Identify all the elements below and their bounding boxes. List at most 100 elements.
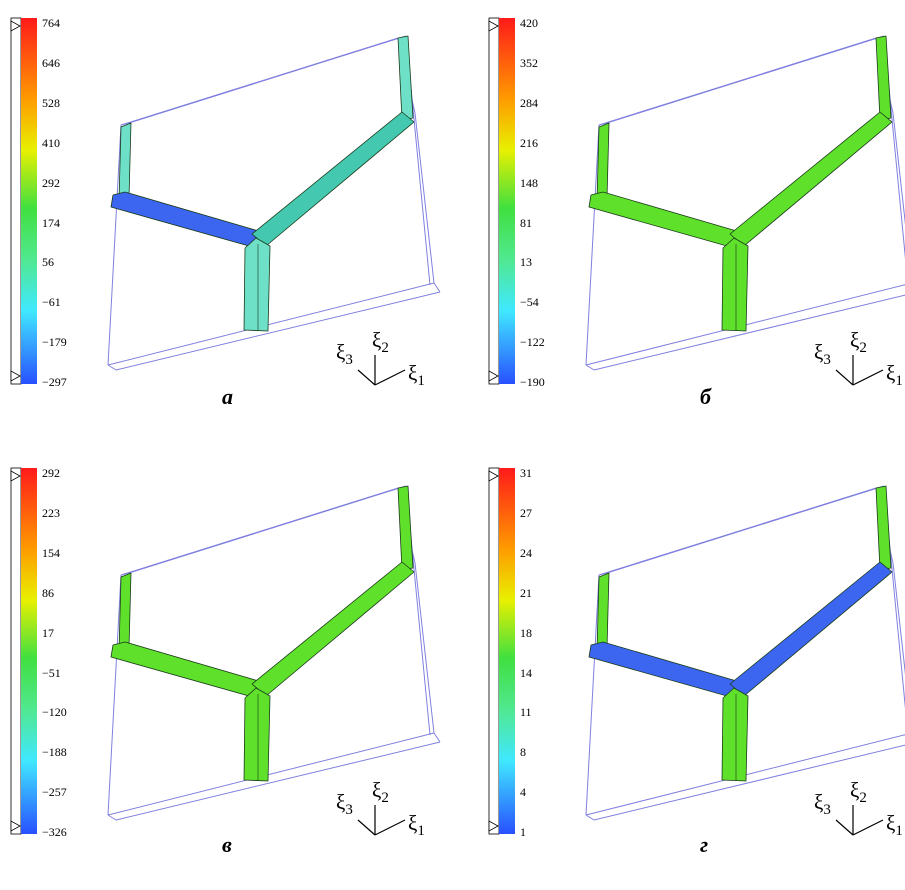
scale-tick-label: 216 <box>520 135 538 150</box>
colorbar <box>21 18 37 384</box>
panel-caption: г <box>700 832 709 857</box>
frame-edge <box>593 294 905 371</box>
axis-symbol: ξ <box>886 811 896 835</box>
axis-index: 1 <box>895 823 903 839</box>
right-post <box>397 485 414 571</box>
right-post <box>875 485 892 571</box>
frame-edge <box>107 124 122 366</box>
frame-edge <box>107 732 435 816</box>
right-arm <box>251 561 415 697</box>
colorbar-marker <box>488 370 499 382</box>
scale-tick-label: −61 <box>42 295 61 310</box>
axis-index: 1 <box>417 823 425 839</box>
axes-triad <box>835 355 884 386</box>
scale-tick-label: −179 <box>42 335 67 350</box>
scale-tick-label: −120 <box>42 705 67 720</box>
axis-label-xi1: ξ1 <box>408 363 425 392</box>
axis-index: 2 <box>381 790 389 806</box>
scale-tick-label: −190 <box>520 375 545 390</box>
scale-tick-label: 21 <box>520 585 532 600</box>
colorbar-marker <box>10 370 21 382</box>
colorbar-marker <box>488 820 499 832</box>
axis-symbol: ξ <box>336 790 346 814</box>
scale-tick-label: −297 <box>42 375 67 390</box>
panel-drawing <box>488 467 905 836</box>
frame-edge <box>107 282 435 366</box>
stem <box>243 237 271 332</box>
panel-caption: а <box>222 384 233 409</box>
left-arm <box>110 191 263 249</box>
scale-tick-label: 8 <box>520 745 526 760</box>
scale-tick-label: 31 <box>520 466 532 480</box>
frame-edge <box>892 112 905 225</box>
scale-tick-label: 18 <box>520 625 532 640</box>
panel-drawing <box>10 467 441 836</box>
scale-tick-label: 764 <box>42 16 60 30</box>
axis-index: 1 <box>895 373 903 389</box>
axis-label-xi3: ξ3 <box>814 342 831 371</box>
left-post <box>118 572 132 651</box>
frame-edge <box>585 284 905 366</box>
axis-label-xi2: ξ2 <box>372 330 389 359</box>
frame-edge <box>107 574 122 816</box>
colorbar <box>499 18 515 384</box>
scale-tick-label: −54 <box>520 295 539 310</box>
scale-tick-label: 17 <box>42 625 54 640</box>
colorbar-marker <box>488 470 499 482</box>
frame-edge <box>892 562 905 675</box>
axis-symbol: ξ <box>408 361 418 385</box>
scale-tick-label: 56 <box>42 255 54 270</box>
frame-edge <box>115 291 441 371</box>
axis-index: 3 <box>823 352 831 368</box>
left-arm <box>588 191 741 249</box>
panel-1: 420 352 284 216 148 81 13 −54 −122 −190 ξ1 ξ2 ξ3 <box>478 0 905 440</box>
scale-tick-label: 410 <box>42 135 60 150</box>
frame-edge <box>598 122 608 126</box>
left-post <box>118 122 132 201</box>
axis-symbol: ξ <box>336 340 346 364</box>
scale-tick-label: 11 <box>520 705 532 720</box>
frame-edge <box>414 562 435 734</box>
stem <box>721 237 749 332</box>
colorbar-frame <box>10 17 22 385</box>
scale-tick-label: 148 <box>520 175 538 190</box>
scale-tick-label: 528 <box>42 95 60 110</box>
frame-edge <box>433 732 441 743</box>
colorbar <box>499 468 515 834</box>
axis-symbol: ξ <box>814 340 824 364</box>
right-arm <box>251 111 415 247</box>
scale-tick-label: 4 <box>520 785 526 800</box>
right-post <box>875 35 892 121</box>
frame-edge <box>433 282 441 293</box>
axis-symbol: ξ <box>886 361 896 385</box>
colorbar-marker <box>10 470 21 482</box>
right-post <box>397 35 414 121</box>
colorbar-frame <box>488 17 500 385</box>
scale-tick-label: 13 <box>520 255 532 270</box>
panel-2: 292 223 154 86 17 −51 −120 −188 −257 −326 ξ1 ξ2 ξ3 <box>0 450 441 890</box>
frame-edge <box>606 35 885 124</box>
axis-index: 1 <box>417 373 425 389</box>
frame-edge <box>120 122 130 126</box>
scale-tick-label: −257 <box>42 785 67 800</box>
scale-tick-label: 174 <box>42 215 60 230</box>
frame-edge <box>107 364 117 371</box>
axis-symbol: ξ <box>850 778 860 802</box>
scale-tick-label: 292 <box>42 175 60 190</box>
left-post <box>596 572 610 651</box>
colorbar-frame <box>488 467 500 835</box>
scale-tick-label: −188 <box>42 745 67 760</box>
axis-symbol: ξ <box>814 790 824 814</box>
colorbar-marker <box>10 820 21 832</box>
axis-symbol: ξ <box>372 778 382 802</box>
panel-caption: б <box>700 384 711 409</box>
scale-tick-label: 154 <box>42 545 60 560</box>
scale-tick-label: 14 <box>520 665 532 680</box>
scale-tick-label: −326 <box>42 825 67 840</box>
axis-label-xi2: ξ2 <box>850 330 867 359</box>
scale-tick-label: 1 <box>520 825 526 840</box>
scale-tick-label: 86 <box>42 585 54 600</box>
frame-edge <box>115 741 441 821</box>
frame-edge <box>120 572 130 576</box>
axis-label-xi3: ξ3 <box>814 792 831 821</box>
